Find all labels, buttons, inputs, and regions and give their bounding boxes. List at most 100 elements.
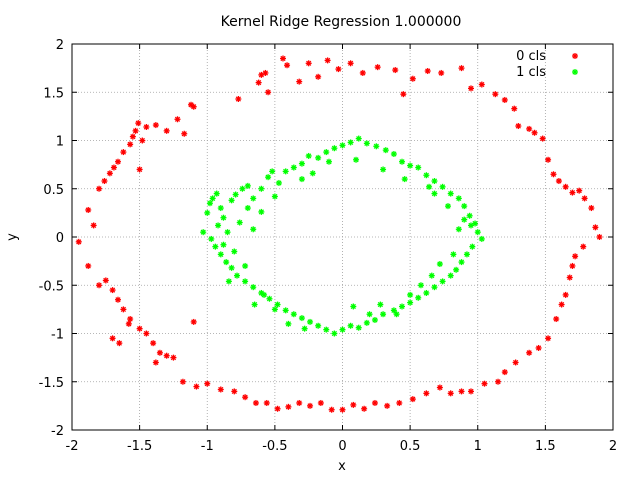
data-point [439,183,446,190]
data-point [377,301,384,308]
data-point [90,222,97,229]
data-point [467,388,474,395]
data-point [274,405,281,412]
data-points [75,55,603,413]
data-point [242,394,249,401]
data-point [331,145,338,152]
data-point [592,224,599,231]
data-point [415,164,422,171]
data-point [114,158,121,165]
series-1 [200,135,485,337]
data-point [335,66,342,73]
data-point [85,262,92,269]
data-point [231,248,238,255]
data-point [328,406,335,413]
data-point [150,340,157,347]
data-point [495,378,502,385]
data-point [298,176,305,183]
data-point [423,172,430,179]
data-point [426,183,433,190]
data-point [298,160,305,167]
y-tick-label: 1 [56,135,64,150]
data-point [225,278,232,285]
data-point [213,190,220,197]
data-point [193,383,200,390]
data-point [512,359,519,366]
x-tick-label: 0.5 [400,439,421,454]
data-point [466,212,473,219]
y-tick-label: -1 [51,328,64,343]
data-point [285,403,292,410]
data-point [255,79,262,86]
data-point [588,205,595,212]
data-point [125,320,132,327]
data-point [236,219,243,226]
x-tick-label: -2 [66,439,79,454]
data-point [474,229,481,236]
data-point [307,318,314,325]
data-point [296,399,303,406]
data-point [481,380,488,387]
data-point [501,369,508,376]
data-point [163,127,170,134]
data-point [261,291,268,298]
data-point [181,130,188,137]
legend-label-0: 0 cls [516,49,546,64]
data-point [390,307,397,314]
data-point [279,55,286,62]
data-point [526,125,533,132]
data-point [596,234,603,240]
data-point [305,60,312,67]
data-point [580,243,587,250]
grid [72,44,613,430]
legend-marker-1 [572,69,578,75]
data-point [562,291,569,298]
data-point [209,195,216,202]
data-point [265,89,272,96]
data-point [390,151,397,158]
chart-title: Kernel Ridge Regression 1.000000 [221,14,462,30]
data-point [110,164,117,171]
data-point [393,311,400,318]
data-point [463,251,470,258]
data-point [301,325,308,332]
data-point [558,301,565,308]
y-tick-label: 2 [56,38,64,53]
data-point [102,277,109,284]
y-tick-label: 1.5 [43,86,64,101]
data-point [85,206,92,213]
data-point [399,303,406,310]
data-point [315,322,322,329]
data-point [143,123,150,130]
y-tick-label: -1.5 [39,376,64,391]
data-point [208,235,215,242]
data-point [188,101,195,108]
data-point [417,282,424,289]
data-point [109,287,116,294]
y-tick-label: -0.5 [39,279,64,294]
data-point [431,284,438,291]
x-tick-label: -1 [201,439,214,454]
data-point [374,64,381,71]
data-point [458,65,465,72]
data-point [566,274,573,281]
data-point [469,243,476,250]
data-point [215,222,222,229]
data-point [428,272,435,279]
data-point [298,315,305,322]
data-point [252,399,259,406]
data-point [204,209,211,216]
data-point [135,120,142,127]
y-tick-label: 0.5 [43,183,64,198]
data-point [290,164,297,171]
data-point [217,386,224,393]
data-point [455,226,462,233]
data-point [347,60,354,67]
legend: 0 cls 1 cls [516,49,578,80]
data-point [220,241,227,248]
data-point [250,284,257,291]
data-point [350,303,357,310]
data-point [143,330,150,337]
data-point [231,388,238,395]
data-point [323,326,330,333]
